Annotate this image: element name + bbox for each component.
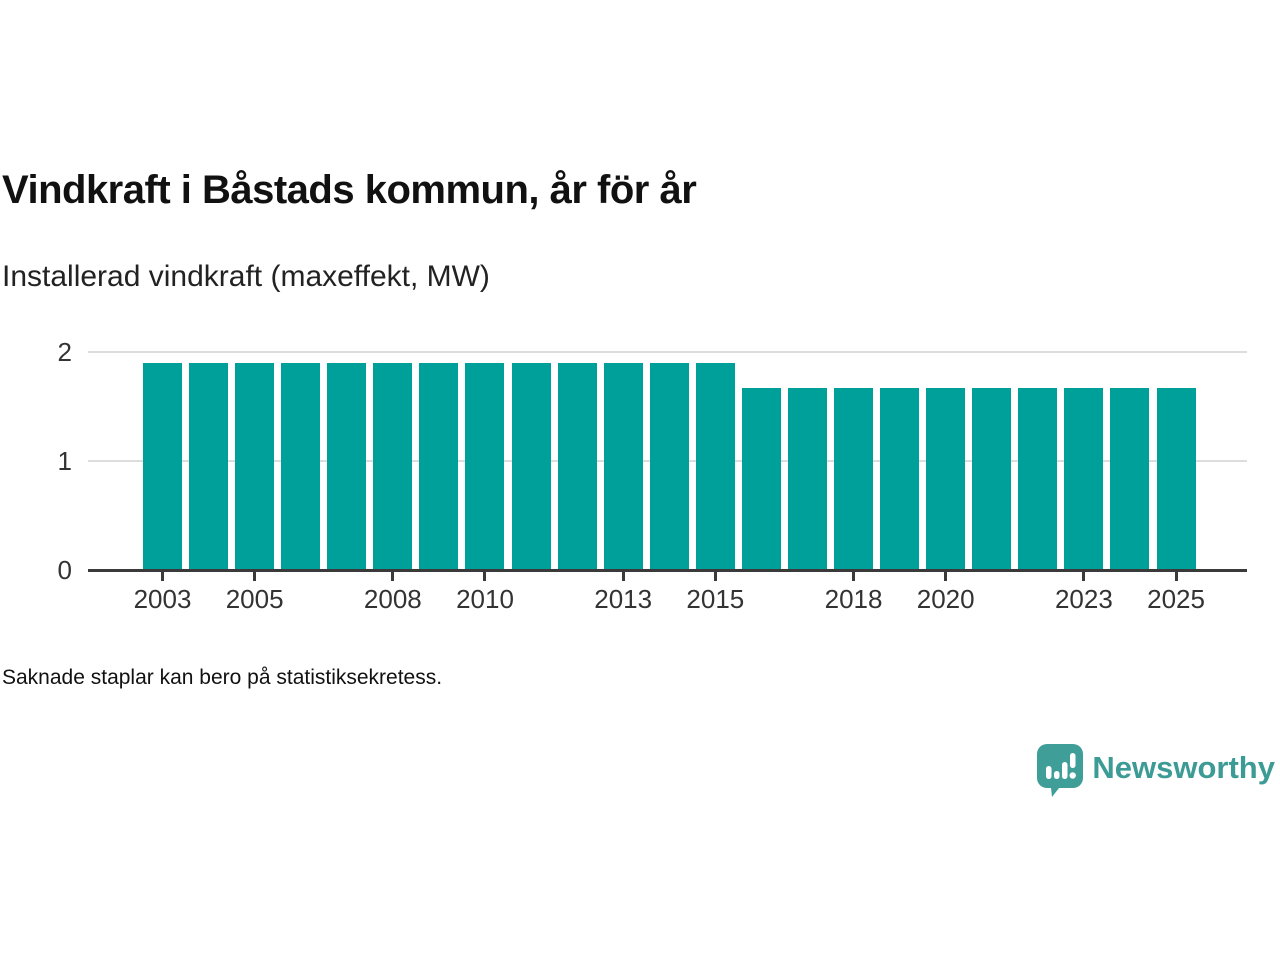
x-tick-label-2025: 2025 [1147, 584, 1205, 614]
x-tick-label-2005: 2005 [225, 584, 284, 614]
x-tick-2025 [1174, 572, 1178, 581]
chart-title: Vindkraft i Båstads kommun, år för år [2, 168, 697, 212]
bar-2004 [189, 362, 229, 570]
newsworthy-wordmark: Newsworthy [1092, 750, 1275, 785]
x-tick-label-2010: 2010 [456, 584, 514, 614]
x-tick-2023 [1082, 572, 1086, 581]
y-tick-label-1: 1 [57, 446, 72, 476]
chart-subtitle: Installerad vindkraft (maxeffekt, MW) [2, 260, 490, 293]
x-tick-label-2008: 2008 [363, 584, 422, 614]
bar-2014 [649, 362, 689, 570]
bar-2021 [972, 387, 1012, 570]
bar-2016 [741, 387, 781, 570]
chart-footnote: Saknade staplar kan bero på statistiksek… [2, 666, 443, 689]
x-tick-label-2015: 2015 [686, 584, 745, 614]
bar-2011 [511, 362, 551, 570]
bar-2010 [465, 362, 505, 570]
bar-2013 [603, 362, 643, 570]
x-tick-2010 [483, 572, 487, 581]
x-tick-2018 [852, 572, 856, 581]
bar-2025 [1156, 387, 1196, 570]
y-tick-label-2: 2 [57, 337, 72, 367]
x-tick-2020 [944, 572, 948, 581]
x-tick-2015 [713, 572, 717, 581]
x-tick-2008 [391, 572, 395, 581]
bar-2008 [373, 362, 413, 570]
bar-2003 [143, 362, 182, 570]
x-tick-label-2003: 2003 [133, 584, 192, 614]
bar-2020 [926, 387, 966, 570]
x-axis-line [88, 569, 1247, 572]
x-tick-label-2020: 2020 [916, 584, 975, 614]
gridline-y-2 [88, 351, 1247, 353]
x-tick-2003 [161, 572, 164, 581]
y-tick-label-0: 0 [57, 555, 72, 585]
bar-2015 [695, 362, 735, 570]
bar-2022 [1018, 387, 1058, 570]
plot-area [88, 351, 1247, 570]
x-tick-label-2013: 2013 [594, 584, 653, 614]
bar-2019 [880, 387, 920, 570]
newsworthy-branding: Newsworthy [1037, 744, 1275, 803]
bar-2005 [235, 362, 275, 570]
newsworthy-logo-icon [1037, 744, 1084, 803]
bar-2023 [1064, 387, 1104, 570]
bar-2007 [327, 362, 367, 570]
bar-2017 [787, 387, 827, 570]
bar-2012 [557, 362, 597, 570]
x-tick-label-2023: 2023 [1054, 584, 1113, 614]
bar-2009 [419, 362, 459, 570]
bar-2024 [1110, 387, 1150, 570]
bar-2006 [281, 362, 321, 570]
x-tick-2005 [253, 572, 257, 581]
x-tick-2013 [621, 572, 625, 581]
bar-2018 [834, 387, 874, 570]
x-tick-label-2018: 2018 [824, 584, 883, 614]
